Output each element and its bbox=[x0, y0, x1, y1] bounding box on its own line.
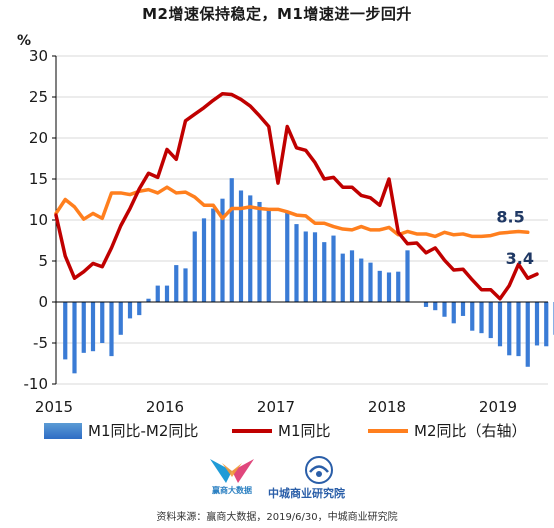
bar bbox=[81, 302, 86, 353]
bar bbox=[118, 302, 123, 335]
zhongcheng-logo: 中城商业研究院 bbox=[268, 455, 370, 505]
bar-series-m1-minus-m2 bbox=[63, 178, 554, 374]
chart-area: -10 -5 0 5 10 15 20 25 30 2015 2016 2017 2018 2019 8.5… bbox=[24, 47, 554, 416]
x-tick-label: 2016 bbox=[146, 398, 184, 416]
m1-end-label: 3.4 bbox=[506, 249, 534, 268]
bar bbox=[349, 250, 355, 302]
bar bbox=[322, 242, 327, 302]
y-tick-label: 15 bbox=[29, 170, 48, 188]
y-tick-label: 5 bbox=[38, 252, 48, 270]
y-axis-unit: % bbox=[17, 33, 32, 49]
bar bbox=[90, 302, 96, 352]
bar bbox=[488, 302, 493, 339]
bar bbox=[340, 253, 345, 302]
legend-m2-swatch bbox=[368, 428, 408, 433]
bar bbox=[396, 271, 401, 302]
legend: M1同比-M2同比 M1同比 M2同比（右轴） bbox=[0, 420, 554, 444]
bar bbox=[368, 262, 373, 302]
bar bbox=[516, 302, 521, 357]
bar bbox=[248, 195, 253, 302]
bar bbox=[377, 270, 382, 302]
bar bbox=[63, 302, 68, 360]
m1-line bbox=[54, 91, 539, 301]
bar bbox=[497, 302, 503, 347]
bar bbox=[174, 265, 179, 302]
bar bbox=[109, 302, 114, 357]
bar bbox=[405, 250, 410, 302]
bar bbox=[525, 302, 530, 367]
y-tick-label: 0 bbox=[38, 293, 48, 311]
bar bbox=[211, 208, 216, 302]
logos: 赢商大数据 中城商业研究院 bbox=[0, 455, 554, 505]
zhongcheng-logo-icon bbox=[305, 456, 333, 484]
bar bbox=[451, 302, 456, 324]
bar bbox=[386, 272, 392, 302]
bar bbox=[442, 302, 447, 317]
x-tick-label: 2018 bbox=[368, 398, 406, 416]
x-tick-label: 2015 bbox=[35, 398, 73, 416]
axis-labels: -10 -5 0 5 10 15 20 25 30 2015 2016 2017 2018 2019 8.5… bbox=[24, 47, 535, 416]
bar bbox=[423, 302, 429, 307]
y-tick-label: -5 bbox=[33, 334, 48, 352]
bar bbox=[359, 258, 364, 302]
legend-m1-label: M1同比 bbox=[278, 422, 331, 440]
bar bbox=[192, 231, 197, 302]
bar bbox=[146, 298, 151, 302]
bar bbox=[72, 302, 77, 374]
bar bbox=[470, 302, 475, 331]
legend-m1-swatch bbox=[232, 428, 272, 433]
y-tick-label: -10 bbox=[24, 375, 49, 393]
bar bbox=[312, 232, 318, 302]
bar bbox=[238, 190, 244, 302]
legend-item-m1: M1同比 bbox=[232, 420, 331, 441]
bar bbox=[127, 302, 133, 319]
bar bbox=[507, 302, 512, 356]
y-tick-label: 10 bbox=[29, 211, 48, 229]
bar bbox=[164, 285, 170, 302]
bar bbox=[433, 302, 438, 311]
bar bbox=[534, 302, 540, 346]
legend-bar-label: M1同比-M2同比 bbox=[88, 422, 199, 440]
bar bbox=[285, 212, 290, 302]
bar bbox=[266, 210, 271, 302]
bar bbox=[257, 201, 262, 302]
bar bbox=[460, 302, 466, 316]
bar bbox=[303, 231, 308, 302]
bar bbox=[100, 302, 105, 343]
bar bbox=[331, 235, 336, 302]
legend-item-m2: M2同比（右轴） bbox=[368, 420, 527, 441]
legend-bar-swatch bbox=[44, 422, 82, 439]
bar bbox=[220, 198, 225, 302]
legend-m2-label: M2同比（右轴） bbox=[414, 422, 527, 440]
bar bbox=[155, 285, 160, 302]
m2-end-label: 8.5 bbox=[496, 207, 524, 226]
x-tick-label: 2019 bbox=[479, 398, 517, 416]
winshang-logo-text: 赢商大数据 bbox=[212, 486, 252, 495]
source-note: 资料来源：赢商大数据，2019/6/30，中城商业研究院 bbox=[156, 512, 398, 523]
zhongcheng-logo-text: 中城商业研究院 bbox=[268, 487, 345, 500]
bar bbox=[137, 302, 142, 316]
y-tick-label: 30 bbox=[29, 47, 48, 65]
chart-title: M2增速保持稳定，M1增速进一步回升 bbox=[142, 5, 412, 23]
winshang-logo-icon bbox=[210, 459, 254, 483]
line-series bbox=[54, 91, 539, 301]
bar bbox=[479, 302, 484, 334]
grid-lines bbox=[56, 55, 548, 385]
m2-line bbox=[54, 185, 530, 239]
y-tick-label: 25 bbox=[29, 88, 48, 106]
bar bbox=[229, 178, 234, 302]
winshang-logo: 赢商大数据 bbox=[208, 455, 256, 505]
bar bbox=[294, 224, 299, 302]
x-tick-label: 2017 bbox=[257, 398, 295, 416]
bar bbox=[544, 302, 549, 347]
bar bbox=[183, 268, 188, 302]
y-tick-label: 20 bbox=[29, 129, 48, 147]
legend-item-bar: M1同比-M2同比 bbox=[44, 420, 198, 441]
bar bbox=[201, 218, 207, 302]
